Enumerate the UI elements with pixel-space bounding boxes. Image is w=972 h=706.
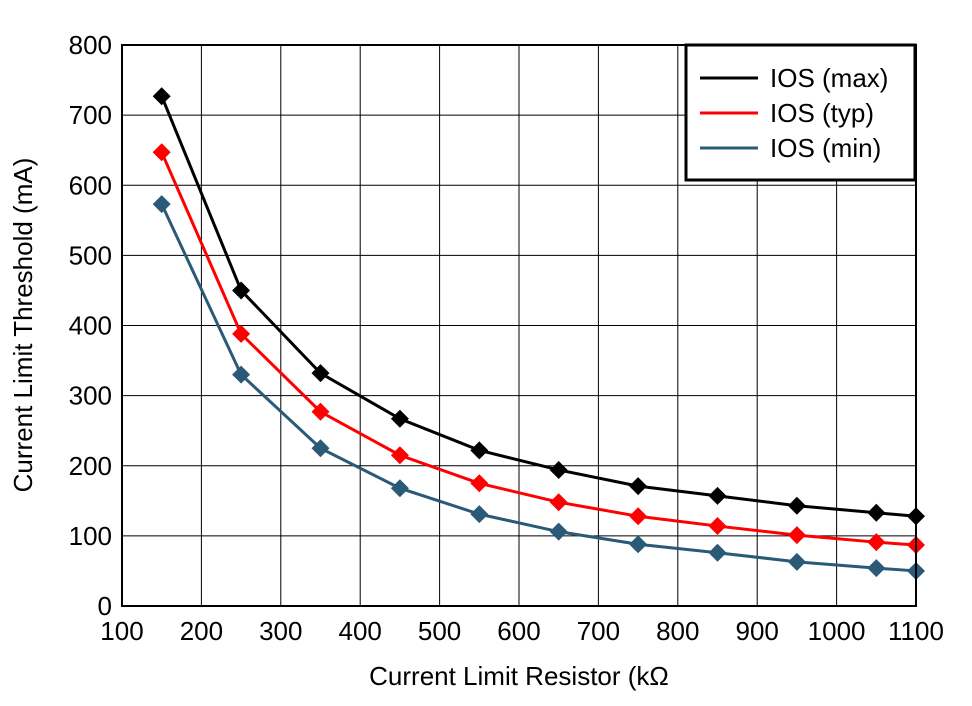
data-point — [311, 439, 330, 458]
series-ios-max — [152, 87, 925, 526]
data-point — [867, 559, 886, 578]
data-point — [311, 402, 330, 421]
data-point — [311, 364, 330, 383]
x-tick-label: 200 — [180, 616, 223, 646]
x-tick-label: 800 — [656, 616, 699, 646]
legend-label: IOS (max) — [770, 63, 888, 93]
data-point — [867, 503, 886, 522]
data-point — [152, 143, 171, 162]
tick-labels: 100 200 300 400 500 600 700 800 900 1000 110001002… — [69, 30, 944, 646]
data-point — [708, 517, 727, 536]
legend-label: IOS (typ) — [770, 98, 874, 128]
legend-label: IOS (min) — [770, 133, 881, 163]
legend: IOS (max) IOS (typ) IOS (min) — [684, 43, 917, 182]
y-tick-label: 600 — [69, 170, 112, 200]
x-tick-label: 600 — [497, 616, 540, 646]
data-point — [470, 474, 489, 493]
x-tick-label: 100 — [100, 616, 143, 646]
data-point — [549, 460, 568, 479]
x-tick-label: 300 — [259, 616, 302, 646]
data-point — [232, 365, 251, 384]
x-tick-label: 500 — [418, 616, 461, 646]
series-line — [160, 151, 917, 547]
x-tick-label: 700 — [577, 616, 620, 646]
y-axis-label: Current Limit Threshold (mA) — [8, 158, 38, 493]
y-tick-label: 300 — [69, 381, 112, 411]
x-tick-label: 900 — [736, 616, 779, 646]
y-tick-label: 100 — [69, 521, 112, 551]
x-tick-label: 1000 — [808, 616, 866, 646]
data-point — [787, 552, 806, 571]
data-point — [708, 486, 727, 505]
data-point — [708, 543, 727, 562]
data-point — [629, 477, 648, 496]
y-tick-label: 500 — [69, 240, 112, 270]
data-point — [152, 87, 171, 106]
data-point — [390, 409, 409, 428]
series-ios-min — [152, 195, 925, 580]
data-point — [152, 195, 171, 214]
data-point — [232, 281, 251, 300]
data-point — [390, 446, 409, 465]
data-point — [390, 479, 409, 498]
data-point — [867, 533, 886, 552]
data-point — [470, 505, 489, 524]
data-point — [787, 526, 806, 545]
y-tick-label: 400 — [69, 311, 112, 341]
series-group — [152, 87, 925, 580]
y-tick-label: 700 — [69, 100, 112, 130]
plot-frame — [121, 44, 917, 607]
x-axis-label: Current Limit Resistor (kΩ — [369, 661, 669, 691]
x-tick-label: 400 — [339, 616, 382, 646]
data-point — [549, 493, 568, 512]
data-point — [470, 441, 489, 460]
series-ios-typ — [152, 143, 925, 554]
y-tick-label: 200 — [69, 451, 112, 481]
y-tick-label: 800 — [69, 30, 112, 60]
x-tick-label: 1100 — [888, 616, 944, 646]
series-line — [160, 203, 917, 573]
data-point — [787, 496, 806, 515]
y-tick-label: 0 — [98, 591, 112, 621]
data-point — [629, 535, 648, 554]
data-point — [629, 507, 648, 526]
data-point — [232, 324, 251, 343]
data-point — [549, 522, 568, 541]
